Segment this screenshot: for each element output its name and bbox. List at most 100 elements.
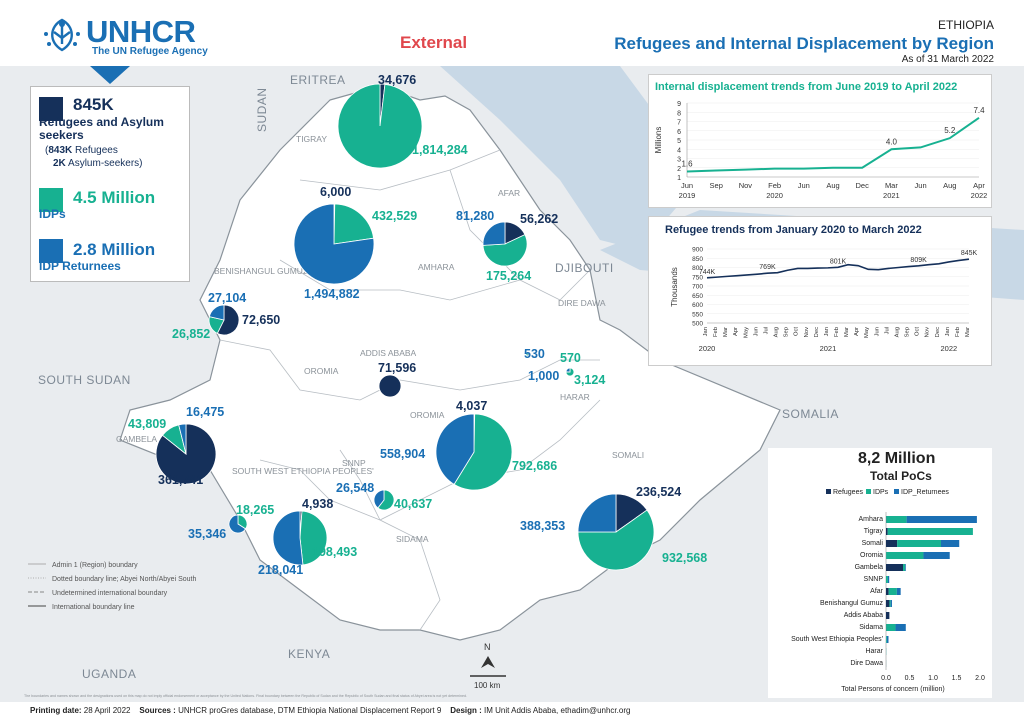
- country-label-djibouti: DJIBOUTI: [555, 261, 614, 275]
- org-tagline: The UN Refugee Agency: [92, 46, 208, 57]
- ref-ytick: 500: [692, 321, 703, 328]
- bar-category-label: Sidama: [859, 624, 883, 631]
- region-label-south-west: SOUTH WEST ETHIOPIA PEOPLES': [232, 466, 374, 476]
- bar-legend-swatch: [826, 489, 831, 494]
- ref-xtick: Sep: [905, 327, 911, 337]
- pie-oromia: [435, 413, 513, 491]
- pie-sidama: [272, 510, 328, 566]
- ref-xtick: Jun: [753, 327, 759, 336]
- country-label-eritrea: ERITREA: [290, 73, 346, 87]
- idp-ytick: 3: [677, 157, 681, 164]
- bar-segment: [886, 552, 924, 559]
- dire-dawa-refugees-label: 530: [524, 347, 545, 361]
- bar-xtick: 0.5: [905, 675, 915, 682]
- ref-xtick: Feb: [713, 327, 719, 337]
- returnees-swatch: [39, 239, 63, 263]
- ref-xtick: May: [864, 327, 870, 338]
- ref-series-line: [706, 258, 970, 279]
- benishangul-returnees-label: 27,104: [208, 291, 246, 305]
- afar-idps-label: 175,264: [486, 269, 531, 283]
- tigray-refugees-label: 34,676: [378, 73, 416, 87]
- bar-segment: [890, 600, 892, 607]
- org-name: UNHCR: [86, 14, 196, 49]
- ref-xtick: Jan: [945, 327, 951, 336]
- dire-dawa-idps-label: 570: [560, 351, 581, 365]
- bar-category-label: Somali: [862, 540, 884, 547]
- idp-xtick: Feb: [768, 181, 781, 190]
- idp-xtick: Jun: [798, 181, 810, 190]
- bar-legend-swatch: [894, 489, 899, 494]
- north-arrow-icon: [481, 656, 495, 668]
- pie-slice: [178, 423, 187, 455]
- bar-xtick: 1.5: [952, 675, 962, 682]
- country-label-somalia: SOMALIA: [782, 407, 839, 421]
- region-label-oromia-west: OROMIA: [304, 366, 339, 376]
- bar-legend-label: Refugees: [833, 489, 863, 496]
- region-label-oromia-center: OROMIA: [410, 410, 445, 420]
- country-label-uganda: UGANDA: [82, 667, 136, 681]
- idp-point-label: 7.4: [973, 106, 985, 115]
- ref-xtick: Nov: [925, 327, 931, 337]
- gambela-idps-label: 43,809: [128, 417, 166, 431]
- ref-xtick: Feb: [955, 327, 961, 337]
- bar-category-label: Amhara: [858, 516, 883, 523]
- idp-ytick: 7: [677, 120, 681, 127]
- region-label-snnp: SNNP: [342, 458, 366, 468]
- region-label-somali: SOMALI: [612, 450, 644, 460]
- ref-xtick: Jan: [703, 327, 709, 336]
- refugees-note-value: 843K: [48, 145, 73, 156]
- bar-segment: [895, 624, 906, 631]
- pie-slice: [377, 489, 395, 511]
- harar-returnees-label: 1,000: [528, 369, 559, 383]
- bar-segment: [886, 516, 907, 523]
- ref-ytick: 650: [692, 293, 703, 300]
- pie-somali: [577, 493, 655, 571]
- classification-label: External: [400, 33, 468, 52]
- total-poc-label: Total PoCs: [870, 469, 932, 483]
- bar-segment: [886, 588, 889, 595]
- idp-xtick-year: 2020: [766, 191, 783, 200]
- pie-slice: [378, 374, 402, 398]
- ref-ytick: 800: [692, 265, 703, 272]
- refugees-note-text: Refugees: [75, 145, 118, 156]
- ref-year-label: 2021: [820, 344, 837, 353]
- pie-slice: [525, 351, 529, 357]
- ref-xtick: Nov: [804, 327, 810, 337]
- idp-ytick: 8: [677, 110, 681, 117]
- ref-xtick: Jul: [884, 327, 890, 334]
- ref-point-label: 769K: [759, 264, 776, 271]
- pie-afar: [482, 221, 528, 267]
- pie-slice: [482, 221, 506, 246]
- sidama-returnees-label: 218,041: [258, 563, 303, 577]
- refugees-total: 845K: [73, 95, 114, 114]
- afar-returnees-label: 81,280: [456, 209, 494, 223]
- ref-xtick: Jun: [874, 327, 880, 336]
- bar-category-label: South West Ethiopia Peoples': [791, 636, 883, 643]
- ref-point-label: 744K: [699, 269, 716, 276]
- bar-segment: [923, 552, 950, 559]
- somali-idps-label: 932,568: [662, 551, 707, 565]
- region-label-harar: HARAR: [560, 392, 590, 402]
- pie-slice: [577, 509, 655, 571]
- page-title: Refugees and Internal Displacement by Re…: [614, 34, 994, 53]
- returnees-total: 2.8 Million: [73, 240, 156, 259]
- bar-segment: [905, 564, 906, 571]
- returnees-label: IDP Returnees: [39, 259, 121, 273]
- idp-xtick: Jun: [915, 181, 927, 190]
- idp-xtick-year: 2019: [679, 191, 696, 200]
- refugees-swatch: [39, 97, 63, 121]
- ref-xtick: Oct: [915, 327, 921, 336]
- bar-segment: [886, 600, 890, 607]
- ref-ytick: 700: [692, 284, 703, 291]
- page-header: UNHCR The UN Refugee Agency External ETH…: [0, 0, 1024, 66]
- idp-xtick: Nov: [739, 181, 753, 190]
- oromia-returnees-label: 558,904: [380, 447, 425, 461]
- benishangul-idps-label: 26,852: [172, 327, 210, 341]
- pie-harar: [565, 367, 575, 377]
- somali-refugees-label: 236,524: [636, 485, 681, 499]
- bar-category-label: Tigray: [864, 528, 884, 535]
- sw-returnees-label: 35,346: [188, 527, 226, 541]
- ref-ytick: 850: [692, 256, 703, 263]
- summary-legend: 845K Refugees and Asylum seekers (843K R…: [30, 86, 190, 282]
